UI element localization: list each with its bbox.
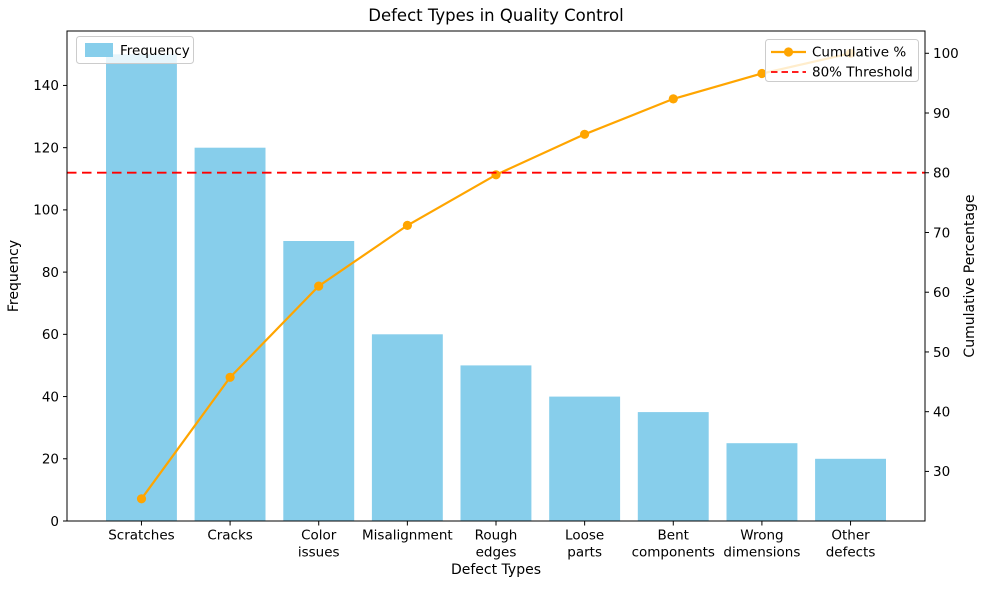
left-tick-label: 140 (33, 78, 59, 94)
left-tick-label: 100 (33, 203, 59, 219)
cumulative-point (668, 94, 678, 104)
x-tick-label: Bent components (632, 528, 715, 561)
frequency-bars (106, 54, 886, 522)
chart-title: Defect Types in Quality Control (368, 6, 623, 25)
frequency-bar (549, 396, 621, 521)
right-y-axis-label: Cumulative Percentage (962, 194, 978, 357)
x-tick-label: Scratches (108, 528, 174, 544)
legend-frequency-label: Frequency (120, 43, 190, 59)
frequency-bar (194, 147, 266, 521)
x-tick-label: Other defects (826, 528, 876, 561)
x-tick-label: Loose parts (565, 528, 604, 561)
frequency-bar (637, 412, 709, 521)
left-y-axis-label: Frequency (6, 240, 22, 312)
left-tick-label: 20 (42, 452, 59, 468)
left-tick-label: 120 (33, 140, 59, 156)
cumulative-point (225, 372, 235, 382)
legend-cumulative-box (765, 39, 919, 82)
right-tick-label: 60 (933, 285, 950, 301)
left-tick-label: 0 (50, 514, 59, 530)
left-tick-label: 80 (42, 265, 59, 281)
right-tick-label: 90 (933, 106, 950, 122)
legend-cumulative-label: Cumulative % (812, 45, 906, 61)
legend-frequency: Frequency (76, 36, 194, 64)
cumulative-point (136, 494, 147, 504)
cumulative-point (757, 68, 767, 79)
right-tick-label: 80 (933, 166, 950, 182)
frequency-swatch (85, 43, 113, 57)
frequency-bar (726, 443, 798, 521)
right-tick-label: 70 (933, 225, 950, 241)
right-tick-label: 30 (933, 464, 950, 480)
frequency-bar (371, 334, 443, 521)
x-axis-label: Defect Types (451, 562, 541, 578)
x-tick-label: Rough edges (475, 528, 518, 561)
legend-cumulative: Cumulative % 80% Threshold (765, 39, 919, 82)
cumulative-point (491, 170, 501, 180)
x-axis-ticks: Scratches Cracks Color issues Misalignment Ro… (108, 521, 875, 561)
cumulative-point (580, 129, 590, 139)
legend-threshold-label: 80% Threshold (812, 65, 913, 81)
right-tick-label: 50 (933, 345, 950, 361)
right-tick-label: 40 (933, 404, 950, 420)
frequency-bar (460, 365, 532, 521)
frequency-bar (106, 54, 177, 522)
left-axis-ticks: 0 20 40 60 80 100 120 140 (33, 78, 67, 530)
x-tick-label: Cracks (207, 528, 253, 544)
x-tick-label: Misalignment (362, 528, 453, 544)
left-tick-label: 60 (42, 327, 59, 343)
right-tick-label: 100 (933, 46, 959, 62)
right-axis-ticks: 30 40 50 60 70 80 90 100 (925, 46, 959, 480)
cumulative-point (314, 281, 324, 291)
cumulative-point (402, 220, 412, 230)
x-tick-label: Color issues (298, 528, 340, 561)
left-tick-label: 40 (42, 389, 59, 405)
frequency-bar (815, 458, 886, 521)
cumulative-legend-marker-icon (783, 47, 794, 57)
x-tick-label: Wrong dimensions (723, 528, 800, 561)
